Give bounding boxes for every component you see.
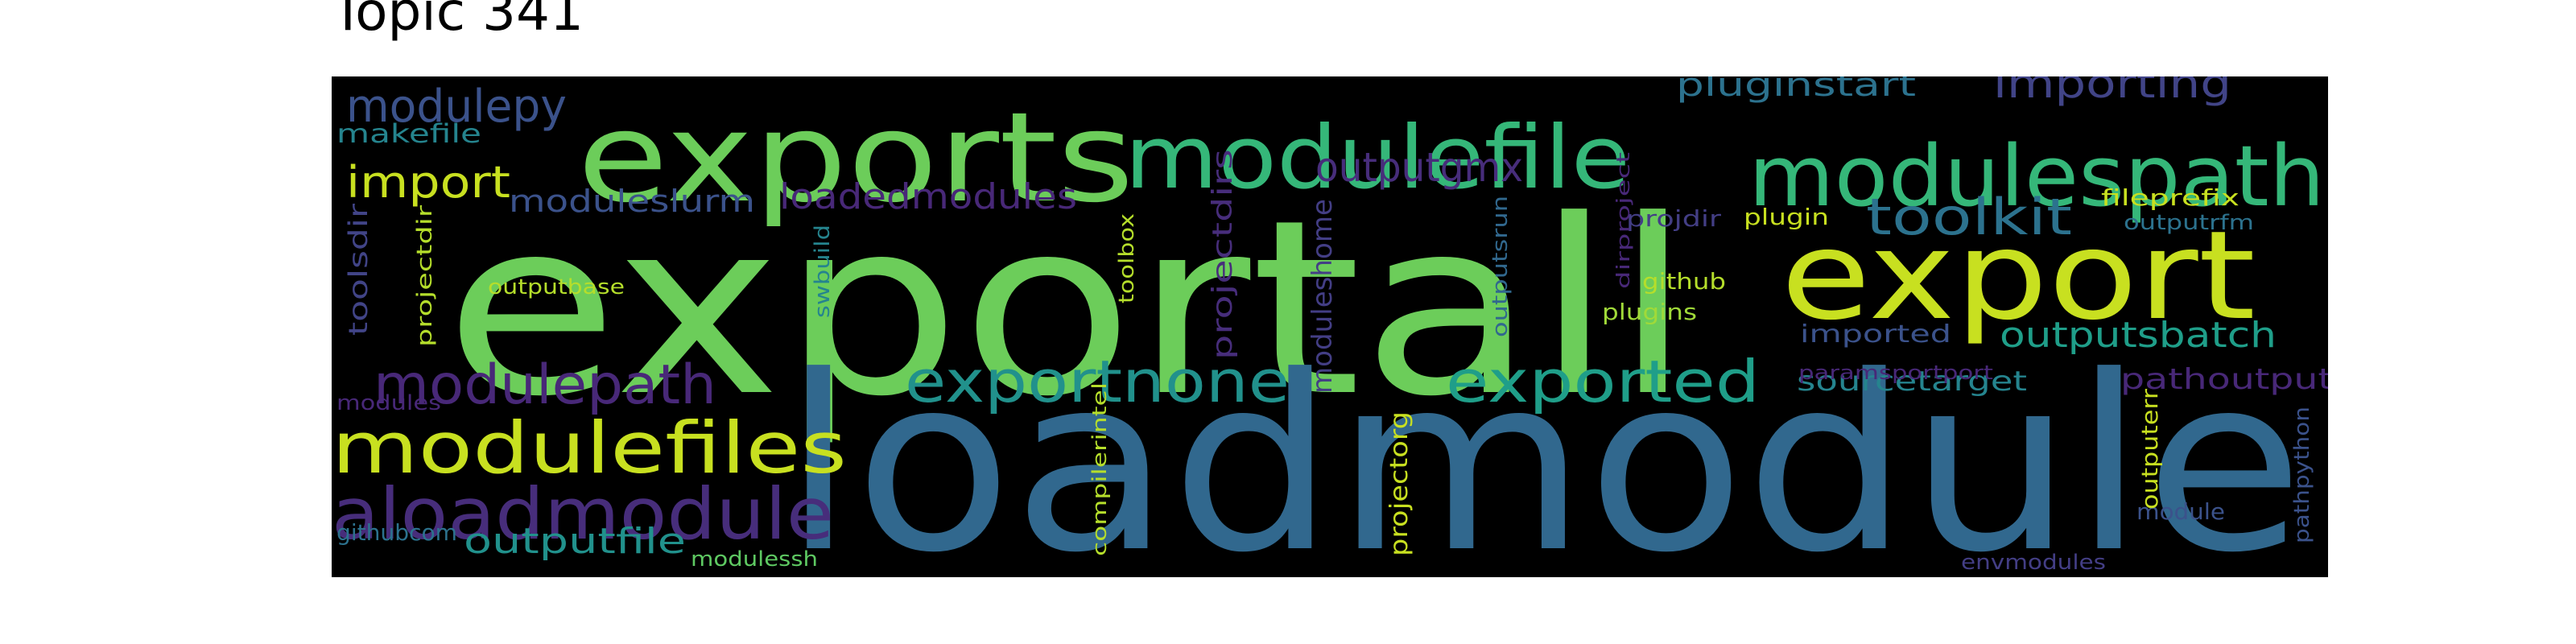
word-outputgmx: outputgmx	[1315, 144, 1523, 191]
word-modulefiles: modulefiles	[332, 407, 847, 489]
word-outputerr: outputerr	[2136, 388, 2163, 510]
word-sourcetarget: sourcetarget	[1797, 365, 2027, 398]
word-projectdir: projectdir	[413, 205, 437, 347]
word-imported: imported	[1800, 320, 1951, 349]
word-pathoutput: pathoutput	[2120, 363, 2328, 396]
word-modulepy: modulepy	[346, 80, 567, 133]
word-outputrfm: outputrfm	[2124, 211, 2254, 235]
word-dirproject: dirproject	[1614, 151, 1634, 289]
word-makefile: makefile	[336, 118, 481, 149]
word-modulessh: modulessh	[691, 547, 818, 572]
word-importing: importing	[1993, 76, 2231, 107]
word-loadmodule: loadmodule	[782, 324, 2304, 577]
word-envmodules: envmodules	[1961, 551, 2106, 575]
word-outputbase: outputbase	[488, 275, 625, 299]
word-fileprefix: fileprefix	[2101, 184, 2240, 211]
word-exports: exports	[577, 86, 1134, 230]
word-moduleshome: moduleshome	[1307, 199, 1339, 394]
word-modulefile: modulefile	[1125, 108, 1630, 208]
word-toolsdir: toolsdir	[343, 203, 374, 336]
word-projectorg: projectorg	[1385, 411, 1414, 556]
word-module: module	[2136, 498, 2225, 525]
word-plugins: plugins	[1602, 299, 1697, 325]
word-exportnone: exportnone	[905, 348, 1290, 415]
word-import: import	[346, 157, 510, 208]
word-outputsbatch: outputsbatch	[2000, 315, 2277, 356]
word-swbuild: swbuild	[811, 225, 835, 318]
word-moduleslurm: moduleslurm	[509, 184, 755, 219]
word-plugin: plugin	[1744, 204, 1829, 230]
word-export: export	[1781, 204, 2256, 347]
word-compilerintel: compilerintel	[1088, 382, 1111, 556]
word-outputfile: outputfile	[464, 521, 686, 562]
word-github: github	[1642, 268, 1726, 295]
word-modulepath: modulepath	[374, 353, 716, 417]
word-modulespath: modulespath	[1748, 127, 2325, 225]
word-githubcom: githubcom	[336, 519, 457, 546]
word-modules: modules	[336, 391, 441, 415]
word-exported: exported	[1446, 348, 1760, 415]
word-exportall: exportall	[444, 168, 1692, 449]
chart-title: Topic 341	[332, 0, 584, 43]
word-loadedmodules: loadedmodules	[779, 176, 1077, 217]
word-projdir: projdir	[1626, 205, 1722, 232]
word-toolbox: toolbox	[1115, 213, 1139, 303]
word-outputsrun: outputsrun	[1488, 196, 1513, 337]
word-aloadmodule: aloadmodule	[332, 473, 834, 555]
word-toolkit: toolkit	[1866, 188, 2072, 246]
word-pluginstart: pluginstart	[1676, 76, 1916, 104]
word-paramsportport: paramsportport	[1798, 361, 1993, 384]
word-projectdirs: projectdirs	[1207, 149, 1239, 360]
word-pathpython: pathpython	[2290, 407, 2314, 543]
word-cloud-panel: exportall loadmodule exports modulefile modu…	[332, 76, 2328, 577]
